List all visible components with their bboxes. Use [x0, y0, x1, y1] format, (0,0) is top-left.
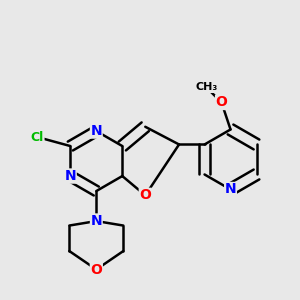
Text: O: O	[90, 262, 102, 277]
Text: O: O	[216, 95, 227, 110]
Text: N: N	[64, 169, 76, 183]
Text: Cl: Cl	[31, 130, 44, 144]
Text: N: N	[91, 214, 102, 228]
Text: O: O	[139, 188, 151, 202]
Text: N: N	[225, 182, 236, 197]
Text: CH₃: CH₃	[195, 82, 218, 92]
Text: N: N	[91, 124, 102, 138]
